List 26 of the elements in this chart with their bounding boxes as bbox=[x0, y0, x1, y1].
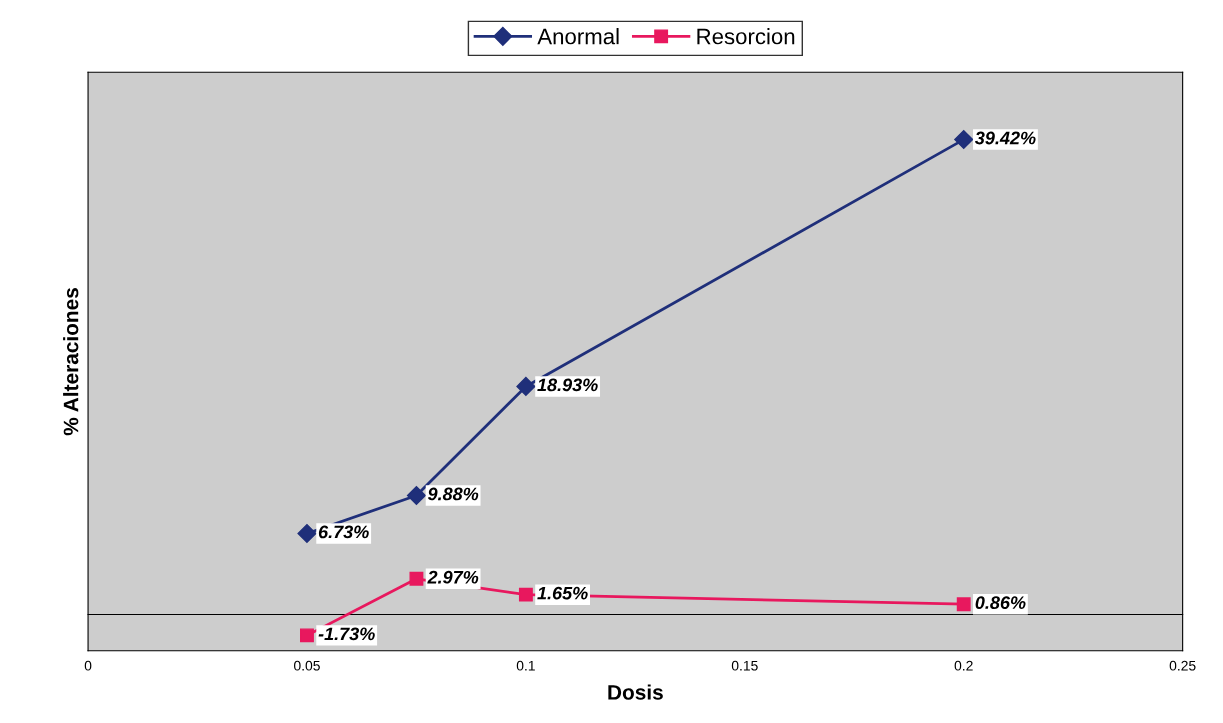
data-label: 18.93% bbox=[537, 378, 598, 392]
point bbox=[300, 628, 314, 643]
x-tick-label: 0.15 bbox=[731, 660, 758, 671]
point bbox=[518, 587, 533, 602]
x-tick-label: 0.2 bbox=[954, 660, 973, 671]
data-label: 6.73% bbox=[318, 525, 369, 539]
data-label: -1.73% bbox=[318, 627, 375, 641]
legend-label: Resorcion bbox=[697, 28, 795, 45]
x-tick-label: 0.1 bbox=[516, 660, 535, 671]
data-label: 39.42% bbox=[974, 131, 1036, 145]
data-label: 0.86% bbox=[975, 596, 1026, 610]
x-tick-label: 0.05 bbox=[294, 660, 320, 671]
point bbox=[954, 130, 974, 150]
x-tick-label: 0.25 bbox=[1169, 660, 1196, 671]
y-axis-title: % Alteraciones bbox=[63, 288, 79, 436]
point bbox=[956, 597, 971, 612]
data-label: 9.88% bbox=[427, 487, 479, 501]
point bbox=[409, 571, 424, 586]
point bbox=[406, 485, 426, 506]
data-label: 1.65% bbox=[537, 586, 588, 600]
data-label: 2.97% bbox=[427, 570, 479, 584]
point bbox=[516, 376, 536, 396]
x-tick-label: 0 bbox=[84, 660, 92, 671]
point bbox=[297, 523, 317, 543]
x-axis-title: Dosis bbox=[608, 684, 663, 700]
legend-label: Anormal bbox=[537, 28, 619, 45]
